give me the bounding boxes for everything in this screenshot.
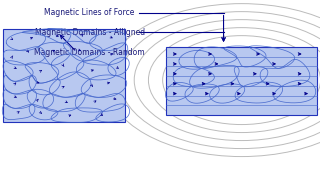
Bar: [166, 47, 317, 115]
Bar: [3, 29, 125, 122]
Text: Magnetic Domains - Alligned: Magnetic Domains - Alligned: [35, 28, 145, 37]
Text: Magnetic Lines of Force: Magnetic Lines of Force: [44, 8, 135, 17]
Text: Magnetic Domains - Random: Magnetic Domains - Random: [34, 48, 145, 57]
